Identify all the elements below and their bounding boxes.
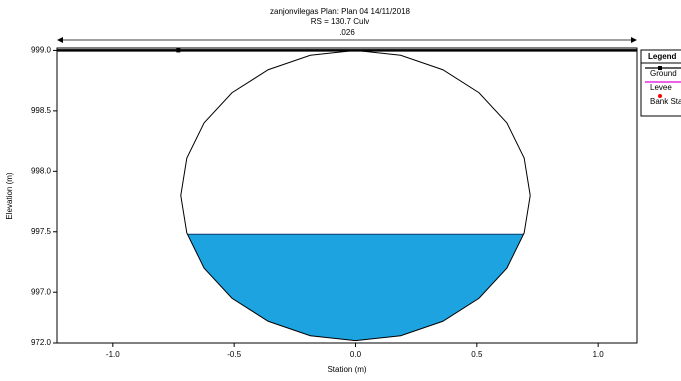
x-tick-label: -1.0 xyxy=(106,350,120,359)
water-area xyxy=(187,234,524,341)
chart-title: zanjonvilegas Plan: Plan 04 14/11/2018 xyxy=(270,7,411,16)
plot-frame xyxy=(56,47,638,344)
x-tick-label: 1.0 xyxy=(593,350,605,359)
y-tick-label: 997.0 xyxy=(31,287,52,296)
legend-label: Ground xyxy=(650,69,677,78)
legend-title: Legend xyxy=(648,52,677,61)
y-tick-label: 998.0 xyxy=(31,166,52,175)
legend-swatch xyxy=(658,94,662,98)
x-axis-label: Station (m) xyxy=(327,365,366,374)
legend-marker xyxy=(658,66,662,70)
legend-label: Bank Sta xyxy=(650,97,681,106)
chart-subtitle: RS = 130.7 Culv xyxy=(311,17,369,26)
ground-line xyxy=(180,49,531,342)
x-tick-label: -0.5 xyxy=(227,350,241,359)
y-tick-label: 997.5 xyxy=(31,227,52,236)
legend-box xyxy=(640,49,681,117)
x-tick-label: 0.0 xyxy=(350,350,362,359)
manning-n: .026 xyxy=(339,28,355,37)
bank-station xyxy=(176,48,181,53)
y-tick-label: 999.0 xyxy=(31,46,52,55)
y-tick-label: 972.0 xyxy=(31,338,52,347)
y-axis-label: Elevation (m) xyxy=(5,172,14,219)
y-tick-label: 998.5 xyxy=(31,106,52,115)
x-tick-label: 0.5 xyxy=(471,350,483,359)
legend-label: Levee xyxy=(650,83,672,92)
